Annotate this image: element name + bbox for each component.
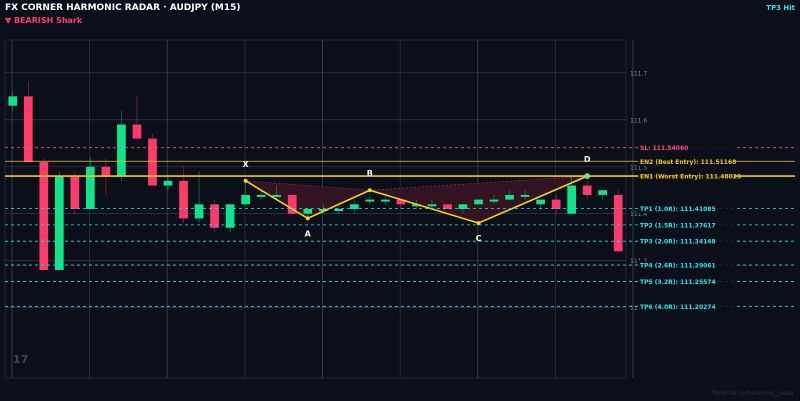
level-label-bg bbox=[638, 301, 734, 311]
bullish-candle bbox=[427, 204, 437, 207]
bullish-candle bbox=[318, 209, 328, 211]
bullish-candle bbox=[225, 204, 235, 228]
bullish-candle bbox=[117, 124, 126, 177]
bullish-candle bbox=[365, 199, 375, 202]
level-label-bg bbox=[638, 171, 734, 181]
level-label-bg bbox=[638, 156, 734, 166]
bearish-candle bbox=[132, 124, 142, 139]
bearish-candle bbox=[582, 185, 592, 195]
y-tick-label: 111.7 bbox=[630, 70, 647, 77]
bearish-candle bbox=[613, 194, 623, 252]
pattern-label-x: X bbox=[243, 160, 250, 169]
level-label-tp: TP6 (4.0R): 111.20274 bbox=[640, 304, 716, 311]
bullish-candle bbox=[412, 204, 421, 207]
pattern-point-a bbox=[305, 216, 310, 221]
bullish-candle bbox=[163, 180, 173, 186]
bullish-candle bbox=[381, 199, 390, 202]
pattern-label-b: B bbox=[367, 169, 373, 178]
y-tick-label: 111.4 bbox=[630, 211, 647, 218]
level-label-tp: TP5 (3.2R): 111.25574 bbox=[640, 279, 716, 286]
status-badge: TP3 Hit bbox=[766, 4, 795, 12]
level-label-bg bbox=[638, 220, 734, 230]
bullish-candle bbox=[194, 204, 204, 219]
bearish-candle bbox=[210, 204, 219, 228]
bullish-candle bbox=[458, 204, 468, 209]
bullish-candle bbox=[334, 209, 344, 211]
bullish-candle bbox=[489, 199, 499, 202]
pattern-label-c: C bbox=[476, 234, 482, 243]
bullish-candle bbox=[86, 166, 95, 209]
level-label-entry-main: EN1 (Worst Entry): 111.48023 bbox=[640, 174, 741, 181]
pattern-label-a: A bbox=[305, 229, 312, 238]
pattern-bd-line bbox=[369, 175, 588, 191]
pattern-xb-line bbox=[245, 180, 370, 191]
bullish-candle bbox=[520, 194, 530, 197]
bearish-candle bbox=[23, 96, 33, 163]
bearish-candle bbox=[551, 199, 561, 209]
level-label-tp: TP3 (2.0R): 111.34148 bbox=[640, 239, 716, 246]
bearish-candle bbox=[443, 204, 452, 209]
pattern-point-x bbox=[243, 178, 248, 183]
bullish-candle bbox=[567, 185, 577, 214]
bullish-candle bbox=[598, 190, 608, 195]
level-label-bg bbox=[638, 204, 734, 214]
bullish-candle bbox=[474, 199, 483, 205]
bullish-candle bbox=[54, 176, 64, 271]
bullish-candle bbox=[349, 204, 359, 209]
signal-label: ▼ BEARISH Shark bbox=[5, 16, 83, 25]
level-label-bg bbox=[638, 236, 734, 246]
bearish-candle bbox=[396, 199, 406, 205]
pattern-point-b bbox=[367, 188, 372, 193]
level-label-sl: SL: 111.54060 bbox=[640, 145, 688, 152]
bullish-candle bbox=[505, 194, 514, 200]
bearish-candle bbox=[148, 138, 157, 186]
y-tick-label: 111.5 bbox=[630, 164, 647, 171]
bearish-candle bbox=[287, 194, 297, 214]
level-label-entry: EN2 (Best Entry): 111.51168 bbox=[640, 159, 736, 166]
pattern-label-d: D bbox=[584, 155, 591, 164]
bullish-candle bbox=[303, 209, 313, 214]
y-tick-label: 111.6 bbox=[630, 117, 647, 124]
bullish-candle bbox=[241, 194, 250, 205]
pattern-point-c bbox=[476, 221, 481, 226]
level-label-bg bbox=[638, 276, 734, 286]
bullish-candle bbox=[256, 194, 266, 197]
bullish-candle bbox=[8, 96, 18, 106]
bearish-candle bbox=[179, 180, 188, 219]
level-label-tp: TP4 (2.6R): 111.29061 bbox=[640, 263, 716, 270]
level-label-tp: TP2 (1.5R): 111.37617 bbox=[640, 222, 716, 229]
level-label-bg bbox=[638, 143, 734, 153]
session-label: 17 bbox=[13, 353, 28, 366]
bearish-candle bbox=[101, 166, 111, 177]
bullish-candle bbox=[536, 199, 545, 205]
bearish-candle bbox=[39, 162, 49, 271]
level-label-tp: TP1 (1.0R): 111.41085 bbox=[640, 206, 716, 213]
watermark-text: fxcorner.ru/harmonic_radar bbox=[712, 390, 794, 397]
chart-title: FX CORNER HARMONIC RADAR · AUDJPY (M15) bbox=[5, 3, 241, 13]
level-label-bg bbox=[638, 260, 734, 270]
bullish-candle bbox=[272, 194, 282, 197]
bearish-candle bbox=[70, 176, 80, 209]
